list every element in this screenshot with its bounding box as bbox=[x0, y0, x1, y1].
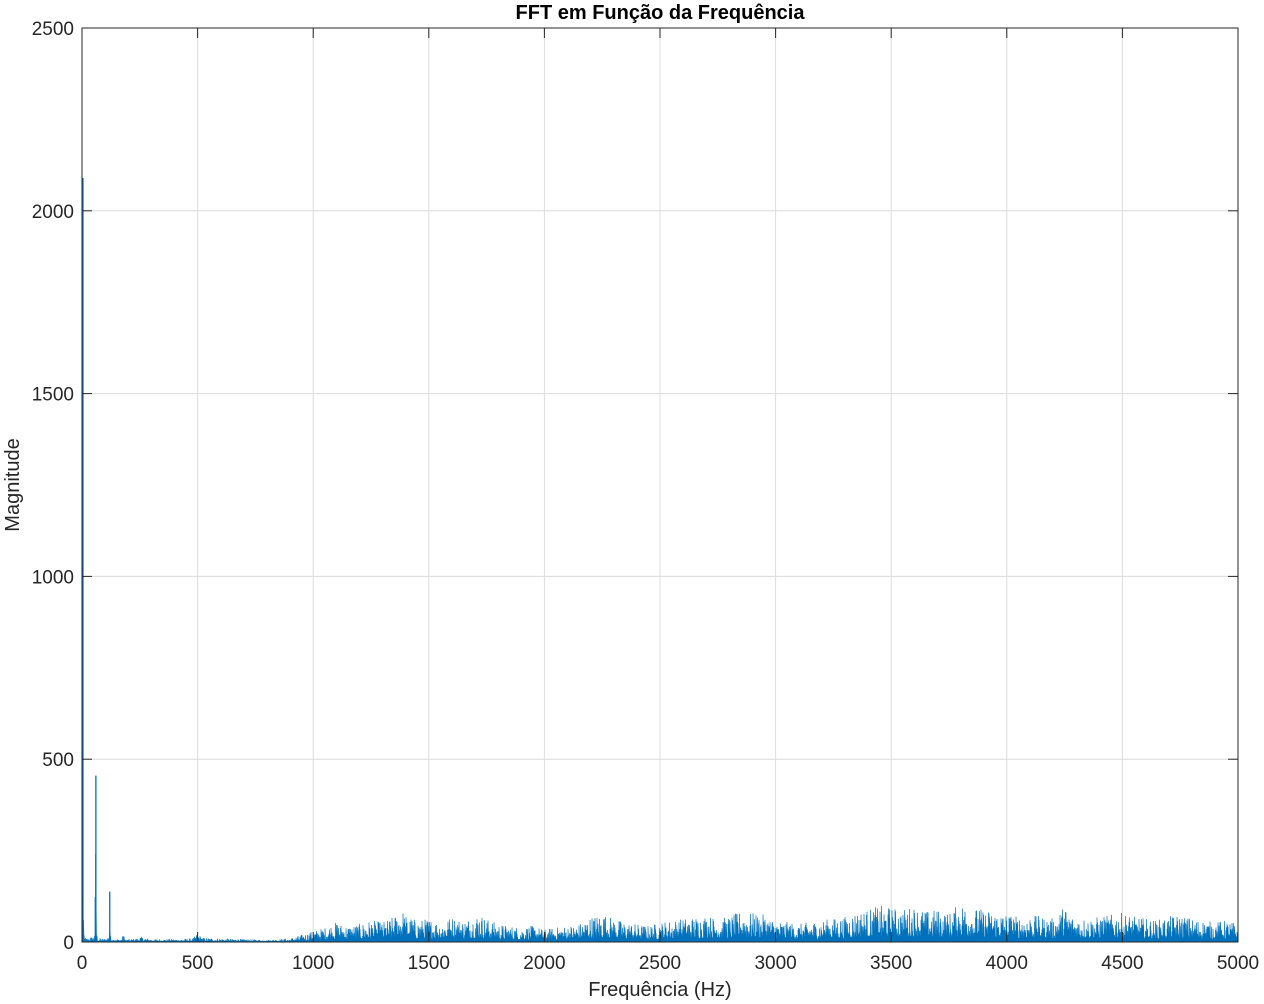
x-tick-label: 0 bbox=[77, 953, 88, 974]
y-tick-label: 1000 bbox=[32, 567, 74, 588]
y-axis-label: Magnitude bbox=[2, 438, 24, 531]
x-axis-label: Frequência (Hz) bbox=[588, 979, 731, 1001]
x-tick-label: 4500 bbox=[1101, 953, 1143, 974]
chart-title: FFT em Função da Frequência bbox=[516, 2, 806, 24]
x-tick-label: 4000 bbox=[986, 953, 1028, 974]
x-tick-labels: 0 500 1000 1500 2000 2500 3000 3500 4000 4500 5000 bbox=[77, 953, 1259, 974]
y-tick-labels: 0 500 1000 1500 2000 2500 bbox=[32, 19, 74, 954]
tick-marks bbox=[81, 27, 1239, 943]
y-tick-label: 2500 bbox=[32, 19, 74, 40]
x-tick-label: 3500 bbox=[870, 953, 912, 974]
y-tick-label: 1500 bbox=[32, 385, 74, 406]
y-tick-label: 2000 bbox=[32, 202, 74, 223]
y-tick-label: 500 bbox=[42, 750, 74, 771]
x-tick-label: 500 bbox=[182, 953, 214, 974]
x-tick-label: 5000 bbox=[1217, 953, 1259, 974]
x-tick-label: 1000 bbox=[292, 953, 334, 974]
y-tick-label: 0 bbox=[63, 933, 74, 954]
x-tick-label: 2000 bbox=[523, 953, 565, 974]
x-tick-label: 2500 bbox=[639, 953, 681, 974]
x-tick-label: 1500 bbox=[408, 953, 450, 974]
x-tick-label: 3000 bbox=[754, 953, 796, 974]
